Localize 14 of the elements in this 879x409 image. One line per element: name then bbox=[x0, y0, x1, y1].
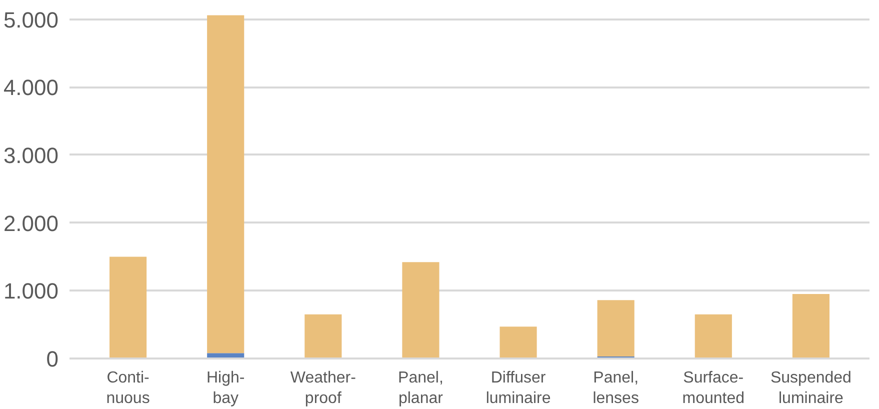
x-tick-label: Panel, lenses bbox=[592, 370, 639, 407]
y-tick-label: 5.000 bbox=[3, 7, 59, 32]
x-tick-label: High- bay bbox=[206, 370, 245, 407]
x-tick-label: Surface- mounted bbox=[682, 370, 745, 407]
y-tick-label: 3.000 bbox=[3, 142, 59, 168]
x-tick-label: Conti- nuous bbox=[106, 370, 150, 407]
y-tick-label: 1.000 bbox=[3, 278, 59, 304]
x-tick-label: Diffuser luminaire bbox=[486, 370, 551, 407]
y-tick-label: 0 bbox=[46, 346, 59, 372]
y-tick-label: 2.000 bbox=[3, 210, 59, 236]
y-tick-label: 4.000 bbox=[3, 75, 59, 100]
x-tick-label: Panel, planar bbox=[398, 370, 444, 407]
x-tick-label: Weather- proof bbox=[290, 370, 356, 407]
x-tick-label: Suspended luminaire bbox=[770, 370, 852, 407]
